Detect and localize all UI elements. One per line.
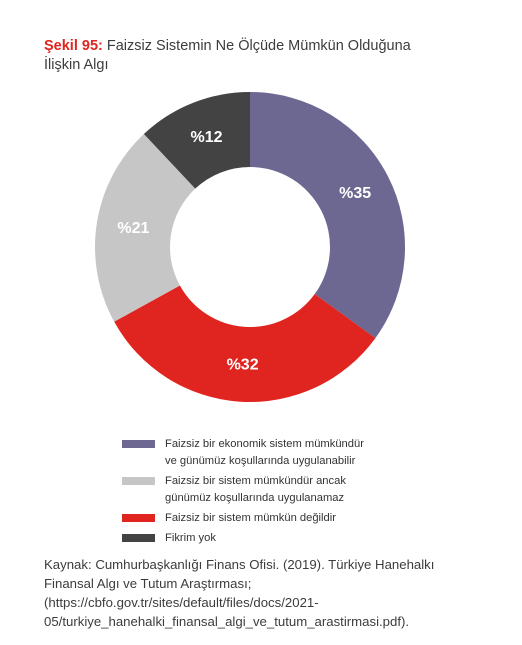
figure-title: Şekil 95: Faizsiz Sistemin Ne Ölçüde Müm… — [44, 37, 464, 75]
legend-label: Faizsiz bir sistem mümkündür ancak günüm… — [165, 475, 346, 504]
donut-slice — [143, 92, 250, 189]
figure-title-line2: İlişkin Algı — [44, 57, 109, 73]
legend-item: Faizsiz bir ekonomik sistem mümkündür ve… — [122, 436, 482, 470]
legend-label: Fikrim yok — [165, 532, 216, 544]
legend-item: Fikrim yok — [122, 530, 482, 547]
slice-value-label: %35 — [339, 185, 371, 202]
donut-slice — [114, 285, 376, 402]
legend-item: Faizsiz bir sistem mümkündür ancak günüm… — [122, 473, 482, 507]
legend-label: Faizsiz bir sistem mümkün değildir — [165, 512, 336, 524]
figure-label: Şekil 95: — [44, 38, 103, 54]
figure-title-line1: Faizsiz Sistemin Ne Ölçüde Mümkün Olduğu… — [106, 38, 411, 54]
donut-slice — [250, 92, 405, 339]
source-note: Kaynak: Cumhurbaşkanlığı Finans Ofisi. (… — [44, 557, 435, 629]
legend-swatch — [122, 514, 155, 522]
slice-value-label: %21 — [117, 220, 149, 237]
legend-swatch — [122, 534, 155, 542]
legend-item: Faizsiz bir sistem mümkün değildir — [122, 510, 482, 527]
chart-legend: Faizsiz bir ekonomik sistem mümkündür ve… — [122, 436, 482, 550]
slice-value-label: %12 — [191, 129, 223, 146]
slice-value-label: %32 — [227, 356, 259, 373]
legend-label: Faizsiz bir ekonomik sistem mümkündür ve… — [165, 438, 364, 467]
legend-swatch — [122, 440, 155, 448]
donut-slice — [95, 134, 196, 322]
legend-swatch — [122, 477, 155, 485]
